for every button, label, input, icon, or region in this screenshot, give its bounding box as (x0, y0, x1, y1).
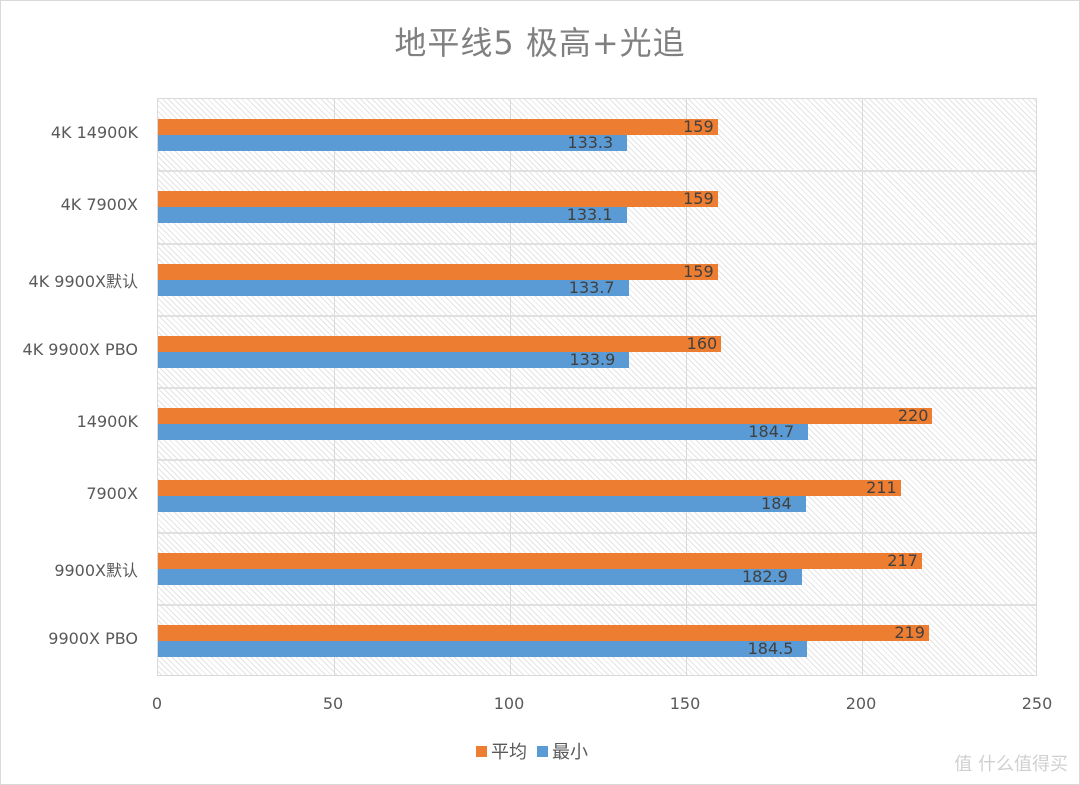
data-label: 184.7 (748, 422, 795, 442)
data-label: 133.1 (566, 205, 613, 225)
data-label: 219 (894, 622, 925, 642)
bar-min: 184.5 (158, 638, 808, 658)
category-label: 9900X PBO (48, 628, 138, 648)
legend-item-avg: 平均 (476, 738, 527, 764)
tick-label: 200 (845, 694, 877, 713)
data-label: 184.5 (747, 638, 794, 658)
horizontal-gridline (158, 531, 1036, 534)
bar-min: 133.9 (158, 349, 630, 369)
bar-avg: 217 (158, 550, 922, 570)
tick-label: 250 (1021, 694, 1053, 713)
horizontal-gridline (158, 314, 1036, 317)
data-label: 217 (887, 550, 918, 570)
bar-min: 184 (158, 494, 806, 514)
horizontal-gridline (158, 242, 1036, 245)
category-label: 7900X (86, 484, 138, 504)
legend-swatch-avg (476, 745, 487, 757)
watermark: 值 什么值得买 (954, 754, 1068, 775)
tick-label: 50 (322, 694, 344, 713)
category-label: 14900K (76, 412, 138, 432)
bar-avg: 219 (158, 622, 929, 642)
data-label: 159 (683, 261, 714, 281)
tick-label: 100 (493, 694, 525, 713)
bar-avg: 159 (158, 261, 718, 281)
horizontal-gridline (158, 459, 1036, 462)
bar-min: 133.1 (158, 205, 627, 225)
bar-min: 182.9 (158, 566, 802, 586)
bar-min: 133.7 (158, 277, 629, 297)
data-label: 133.3 (567, 133, 614, 153)
bar-avg: 220 (158, 406, 933, 426)
data-label: 220 (897, 406, 929, 426)
horizontal-gridline (158, 603, 1036, 606)
category-label: 4K 7900X (60, 195, 138, 215)
data-label: 184 (761, 494, 792, 514)
legend-swatch-min (537, 745, 548, 757)
data-label: 159 (683, 117, 714, 137)
data-label: 160 (686, 333, 718, 353)
legend-label-avg: 平均 (491, 742, 527, 763)
legend: 平均 最小 (476, 738, 598, 764)
data-label: 182.9 (741, 566, 788, 586)
bar-min: 184.7 (158, 422, 809, 442)
chart-title: 地平线5 极高+光追 (394, 24, 686, 62)
bar-avg: 211 (158, 478, 901, 498)
data-label: 211 (866, 478, 897, 498)
bar-avg: 159 (158, 117, 718, 137)
bar-min: 133.3 (158, 133, 628, 153)
legend-label-min: 最小 (552, 742, 588, 763)
tick-label: 0 (151, 694, 163, 713)
category-label: 4K 14900K (50, 123, 138, 143)
bar-avg: 159 (158, 189, 718, 209)
category-label: 4K 9900X PBO (22, 339, 138, 359)
horizontal-gridline (158, 387, 1036, 389)
plot-area: 159 133.3 159 133.1 159 133.7 160 133.9 220 184.7… (157, 98, 1037, 676)
horizontal-gridline (158, 170, 1036, 173)
category-label: 4K 9900X默认 (28, 271, 138, 291)
category-label: 9900X默认 (54, 560, 138, 580)
data-label: 133.9 (569, 349, 616, 369)
data-label: 133.7 (568, 277, 615, 297)
bar-avg: 160 (158, 333, 722, 353)
data-label: 159 (683, 189, 714, 209)
legend-item-min: 最小 (537, 738, 588, 764)
tick-label: 150 (669, 694, 701, 713)
